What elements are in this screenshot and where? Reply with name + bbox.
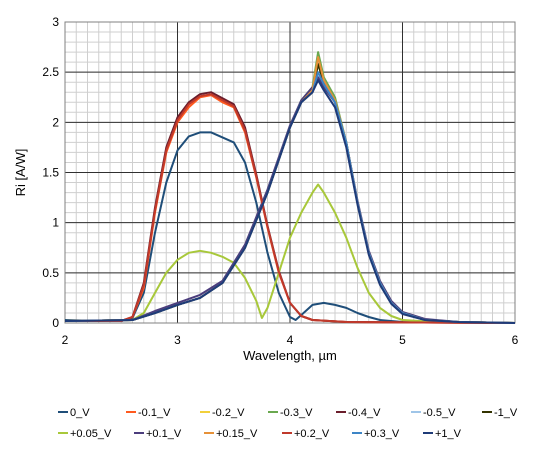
x-axis-ticks: 2 3 4 5 6: [62, 333, 519, 347]
legend-label: -1_V: [494, 407, 518, 419]
series-line: [65, 93, 516, 324]
legend-label: -0.5_V: [423, 407, 456, 419]
x-axis-title: Wavelength, µm: [243, 348, 337, 363]
y-axis-title: Ri [A/W]: [13, 149, 28, 197]
x-tick-label: 2: [62, 333, 69, 347]
legend-label: +1_V: [435, 428, 462, 440]
y-axis-ticks: 0 0.5 1 1.5 2 2.5 3: [42, 15, 59, 330]
y-tick-label: 2: [52, 115, 59, 129]
y-tick-label: 1.5: [42, 166, 59, 180]
y-tick-label: 0: [52, 316, 59, 330]
legend-label: +0.3_V: [364, 428, 400, 440]
series-line: [64, 76, 516, 324]
y-tick-label: 0.5: [42, 266, 59, 280]
series-line: [64, 79, 516, 324]
legend-label: -0.4_V: [348, 407, 381, 419]
y-tick-label: 3: [52, 15, 59, 29]
legend-label: +0.1_V: [146, 428, 182, 440]
series-line: [64, 131, 516, 324]
series-lines: [64, 51, 516, 324]
y-tick-label: 2.5: [42, 65, 59, 79]
legend-label: -0.1_V: [138, 407, 171, 419]
x-tick-label: 5: [399, 333, 406, 347]
x-tick-label: 6: [512, 333, 519, 347]
plot-area: [64, 21, 516, 324]
legend-label: -0.2_V: [212, 407, 245, 419]
series-line: [64, 183, 516, 324]
x-tick-label: 4: [287, 333, 294, 347]
legend-label: +0.05_V: [70, 428, 112, 440]
legend-label: 0_V: [70, 407, 90, 419]
legend-label: +0.15_V: [216, 428, 258, 440]
legend: 0_V -0.1_V -0.2_V -0.3_V -0.4_V -0.5_V -1_V +0.…: [58, 407, 518, 440]
legend-label: +0.2_V: [294, 428, 330, 440]
legend-label: -0.3_V: [280, 407, 313, 419]
x-tick-label: 3: [174, 333, 181, 347]
y-tick-label: 1: [52, 216, 59, 230]
